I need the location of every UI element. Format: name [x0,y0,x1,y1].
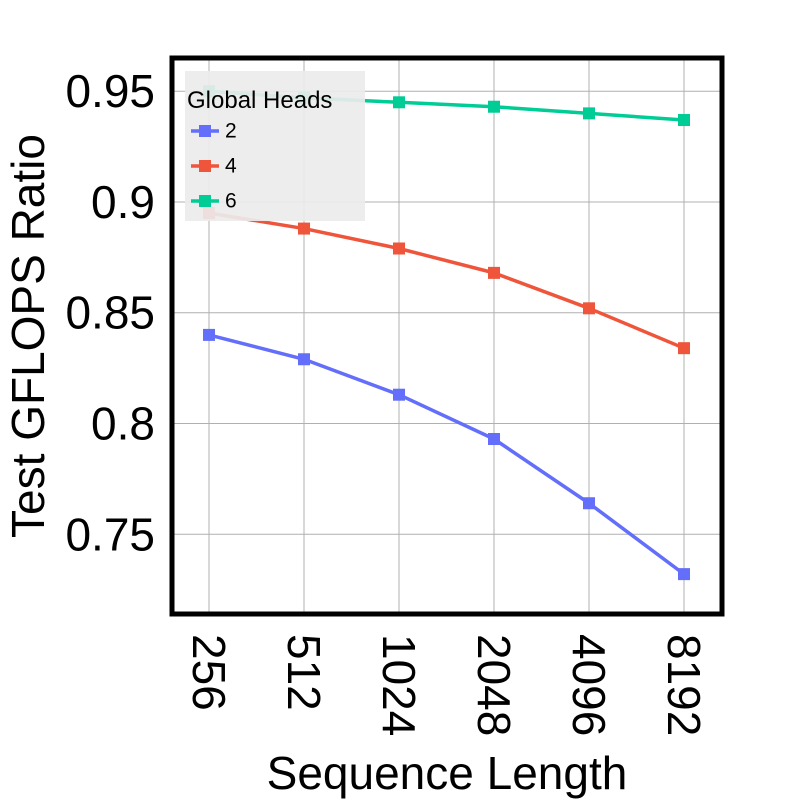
legend-background [185,71,365,221]
data-point-6 [393,96,405,109]
data-point-4 [393,242,405,255]
data-point-4 [678,342,690,355]
legend-title: Global Heads [187,87,332,114]
y-tick-label: 0.85 [65,287,155,339]
x-axis-title: Sequence Length [267,747,628,799]
x-tick-label: 8192 [658,634,710,736]
y-tick-label: 0.95 [65,65,155,117]
x-tick-label: 2048 [468,634,520,736]
y-axis-ticks: 0.75 0.8 0.85 0.9 0.95 [65,65,155,560]
data-point-6 [678,114,690,127]
legend-label-6: 6 [225,190,237,213]
series-line-2 [208,333,686,576]
x-tick-label: 4096 [563,634,615,736]
legend-label-4: 4 [225,155,237,178]
data-point-4 [488,266,500,279]
y-tick-label: 0.8 [91,397,155,449]
x-tick-label: 1024 [373,634,425,736]
y-axis-title: Test GFLOPS Ratio [2,134,54,538]
data-point-6 [583,107,595,120]
data-point-2 [488,433,500,446]
y-tick-label: 0.75 [65,508,155,560]
plot-frame [169,55,725,617]
data-point-6 [488,100,500,113]
data-point-2 [583,497,595,510]
data-point-4 [583,302,595,315]
legend-label-2: 2 [225,120,237,143]
legend: Global Heads 2 4 6 [185,71,365,221]
data-point-2 [203,328,215,341]
data-point-2 [678,568,690,581]
legend-marker-4 [199,160,211,172]
x-tick-label: 512 [278,634,330,711]
data-point-2 [393,388,405,401]
x-tick-label: 256 [183,634,235,711]
legend-marker-6 [199,195,211,207]
data-point-2 [298,353,310,366]
data-point-4 [298,222,310,235]
x-axis-ticks: 256 512 1024 2048 4096 8192 [183,634,710,736]
legend-marker-2 [199,125,211,137]
y-tick-label: 0.9 [91,176,155,228]
series-line-4 [208,211,685,350]
series-layer [203,85,690,581]
